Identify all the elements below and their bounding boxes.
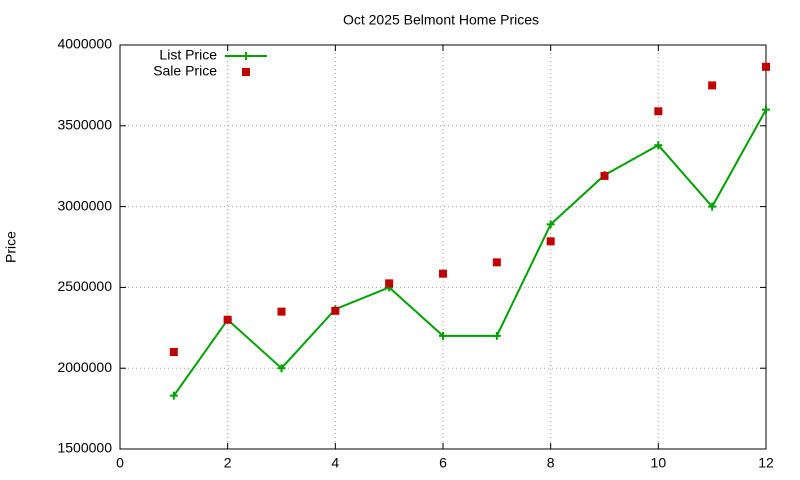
x-tick-label: 4: [331, 455, 339, 471]
legend-swatch: [242, 68, 250, 76]
y-axis-title: Price: [3, 231, 19, 263]
point-marker: [277, 307, 286, 316]
y-tick-label: 3000000: [57, 197, 112, 213]
series-line: [173, 109, 767, 397]
x-tick-label: 8: [547, 455, 555, 471]
x-tick-label: 10: [651, 455, 667, 471]
point-marker: [492, 258, 501, 267]
point-marker: [385, 279, 394, 288]
x-tick-label: 2: [224, 455, 232, 471]
point-marker: [708, 81, 717, 90]
y-tick-label: 4000000: [57, 36, 112, 52]
point-marker: [439, 269, 447, 278]
x-tick-label: 0: [116, 455, 124, 471]
point-marker: [492, 331, 501, 340]
point-marker: [708, 202, 717, 211]
x-tick-label: 6: [439, 455, 447, 471]
legend-label: List Price: [159, 47, 217, 63]
point-marker: [169, 348, 178, 357]
point-marker: [546, 237, 555, 246]
x-tick-label: 12: [758, 455, 774, 471]
point-marker: [762, 62, 770, 71]
point-marker: [331, 306, 340, 315]
point-marker: [223, 315, 232, 324]
legend-swatch: [242, 52, 250, 60]
point-marker: [546, 220, 555, 229]
y-tick-label: 3500000: [57, 117, 112, 133]
point-marker: [654, 107, 663, 116]
chart-title: Oct 2025 Belmont Home Prices: [343, 12, 539, 28]
point-marker: [277, 364, 286, 373]
point-marker: [762, 105, 770, 114]
plot-frame: [119, 44, 767, 450]
y-tick-label: 2500000: [57, 278, 112, 294]
point-marker: [439, 331, 447, 340]
y-tick-label: 2000000: [57, 359, 112, 375]
point-marker: [600, 171, 609, 180]
point-marker: [654, 141, 663, 150]
point-marker: [169, 391, 178, 400]
y-tick-label: 1500000: [57, 440, 112, 456]
legend-label: Sale Price: [153, 63, 217, 79]
